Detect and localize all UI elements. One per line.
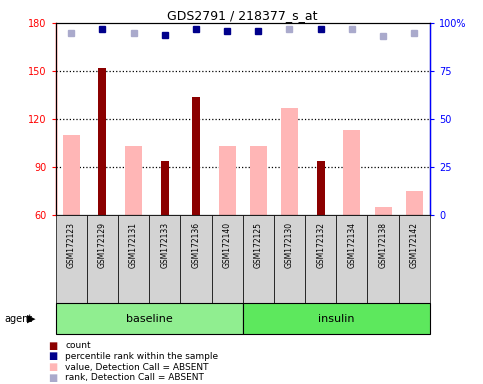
Text: baseline: baseline <box>126 314 172 324</box>
Text: GSM172134: GSM172134 <box>347 222 356 268</box>
Text: count: count <box>65 341 91 350</box>
Text: insulin: insulin <box>318 314 355 324</box>
Bar <box>274 215 305 303</box>
Bar <box>242 303 430 334</box>
Text: GSM172136: GSM172136 <box>191 222 200 268</box>
Text: GSM172125: GSM172125 <box>254 222 263 268</box>
Text: GSM172132: GSM172132 <box>316 222 325 268</box>
Bar <box>374 207 392 215</box>
Bar <box>281 108 298 215</box>
Bar <box>242 215 274 303</box>
Bar <box>250 146 267 215</box>
Text: ■: ■ <box>48 351 57 361</box>
Text: agent: agent <box>5 314 33 324</box>
Bar <box>192 97 200 215</box>
Text: GSM172133: GSM172133 <box>160 222 169 268</box>
Text: GSM172130: GSM172130 <box>285 222 294 268</box>
Bar <box>149 215 180 303</box>
Bar <box>336 215 368 303</box>
Bar <box>317 161 325 215</box>
Bar <box>99 68 106 215</box>
Bar <box>161 161 169 215</box>
Bar <box>118 215 149 303</box>
Text: ▶: ▶ <box>27 314 35 324</box>
Bar <box>212 215 242 303</box>
Bar <box>125 146 142 215</box>
Text: GSM172138: GSM172138 <box>379 222 387 268</box>
Bar <box>218 146 236 215</box>
Text: value, Detection Call = ABSENT: value, Detection Call = ABSENT <box>65 362 209 372</box>
Text: ■: ■ <box>48 362 57 372</box>
Text: GSM172142: GSM172142 <box>410 222 419 268</box>
Bar <box>56 303 242 334</box>
Text: GSM172140: GSM172140 <box>223 222 232 268</box>
Bar <box>180 215 212 303</box>
Bar <box>87 215 118 303</box>
Text: GSM172129: GSM172129 <box>98 222 107 268</box>
Text: ■: ■ <box>48 373 57 383</box>
Text: GSM172123: GSM172123 <box>67 222 76 268</box>
Text: percentile rank within the sample: percentile rank within the sample <box>65 352 218 361</box>
Bar <box>398 215 430 303</box>
Text: rank, Detection Call = ABSENT: rank, Detection Call = ABSENT <box>65 373 204 382</box>
Text: ■: ■ <box>48 341 57 351</box>
Bar <box>56 215 87 303</box>
Text: GSM172131: GSM172131 <box>129 222 138 268</box>
Bar <box>368 215 398 303</box>
Bar <box>343 130 360 215</box>
Bar <box>406 191 423 215</box>
Title: GDS2791 / 218377_s_at: GDS2791 / 218377_s_at <box>168 9 318 22</box>
Bar <box>305 215 336 303</box>
Bar <box>63 135 80 215</box>
